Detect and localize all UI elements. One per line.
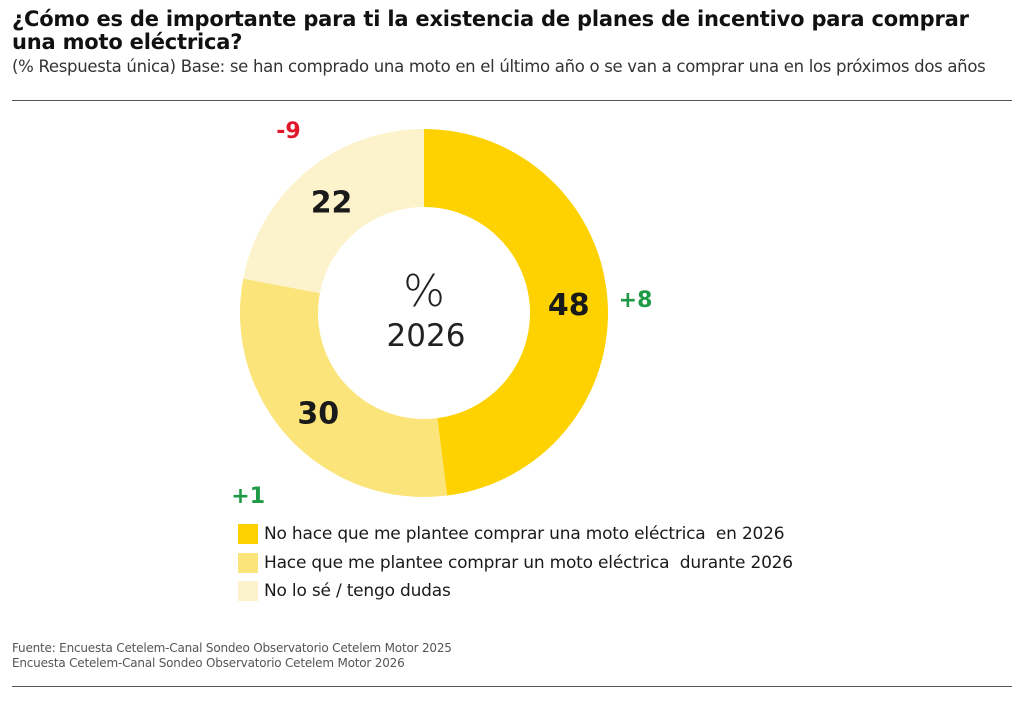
legend: No hace que me plantee comprar una moto … bbox=[238, 520, 793, 606]
center-percent-symbol: % bbox=[403, 266, 445, 317]
source-note: Fuente: Encuesta Cetelem-Canal Sondeo Ob… bbox=[12, 641, 452, 671]
legend-item: No hace que me plantee comprar una moto … bbox=[238, 520, 793, 549]
source-line: Fuente: Encuesta Cetelem-Canal Sondeo Ob… bbox=[12, 641, 452, 655]
center-year-label: 2026 bbox=[387, 318, 466, 354]
top-divider bbox=[12, 100, 1012, 101]
slice-value-label: 30 bbox=[297, 396, 339, 431]
legend-label: Hace que me plantee comprar un moto eléc… bbox=[264, 552, 793, 573]
legend-label: No lo sé / tengo dudas bbox=[264, 581, 451, 602]
legend-item: Hace que me plantee comprar un moto eléc… bbox=[238, 549, 793, 578]
source-line: Encuesta Cetelem-Canal Sondeo Observator… bbox=[12, 656, 405, 670]
donut-slice bbox=[424, 129, 609, 496]
donut-slice bbox=[239, 278, 448, 497]
slice-value-label: 22 bbox=[311, 185, 353, 220]
slice-change-label: +8 bbox=[619, 288, 653, 313]
legend-swatch bbox=[238, 552, 258, 573]
legend-swatch bbox=[238, 581, 258, 602]
slice-change-label: +1 bbox=[231, 484, 265, 509]
slice-value-label: 48 bbox=[548, 288, 590, 323]
bottom-divider bbox=[12, 686, 1012, 687]
chart-subtitle: (% Respuesta única) Base: se han comprad… bbox=[12, 57, 986, 76]
legend-item: No lo sé / tengo dudas bbox=[238, 577, 793, 606]
legend-swatch bbox=[238, 524, 258, 545]
legend-label: No hace que me plantee comprar una moto … bbox=[264, 524, 785, 545]
slice-change-label: -9 bbox=[276, 119, 300, 144]
donut-chart: 48 30 22 +8 +1 -9 % 2026 bbox=[231, 119, 653, 509]
donut-slice bbox=[243, 129, 424, 294]
chart-title: ¿Cómo es de importante para ti la existe… bbox=[12, 7, 969, 54]
